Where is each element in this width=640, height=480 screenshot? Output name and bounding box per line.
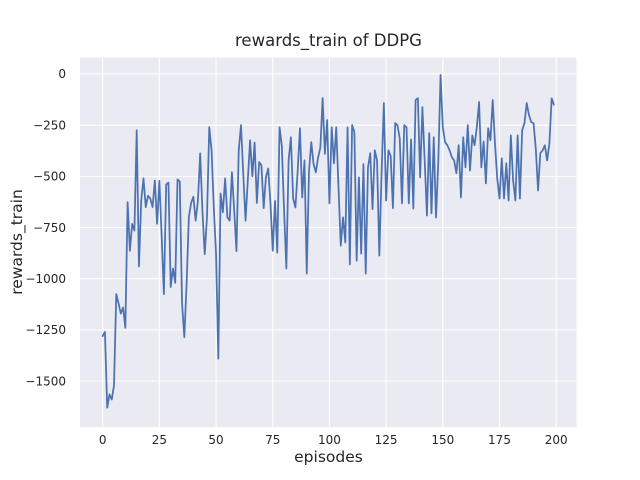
x-tick-label: 25 [152,433,167,447]
x-tick-label: 125 [375,433,398,447]
x-tick-label: 75 [265,433,280,447]
x-axis-label: episodes [294,448,363,466]
x-tick-label: 50 [208,433,223,447]
x-tick-label: 150 [431,433,454,447]
y-tick-label: −250 [33,118,66,132]
chart-title: rewards_train of DDPG [235,31,422,50]
y-tick-label: −1000 [25,272,66,286]
y-tick-label: −500 [33,170,66,184]
y-tick-label: −1250 [25,323,66,337]
x-tick-label: 175 [488,433,511,447]
axes-background [80,57,577,428]
y-tick-label: −750 [33,221,66,235]
y-axis-label: rewards_train [8,189,26,295]
y-tick-label: 0 [58,67,66,81]
x-tick-label: 200 [545,433,568,447]
y-tick-label: −1500 [25,374,66,388]
reward-curve [101,74,555,409]
x-tick-label: 0 [99,433,107,447]
x-tick-label: 100 [318,433,341,447]
